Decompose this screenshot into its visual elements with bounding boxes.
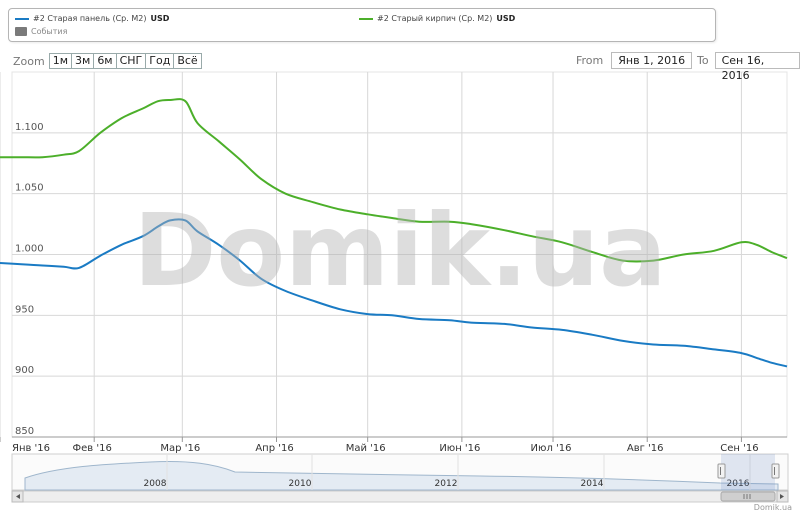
legend-unit-brick: USD <box>496 14 516 23</box>
navigator-handle-left[interactable] <box>717 463 726 479</box>
zoom-1y-button[interactable]: Год <box>145 53 175 69</box>
zoom-all-button[interactable]: Всё <box>173 53 202 69</box>
zoom-3m-button[interactable]: 3м <box>71 53 95 69</box>
navigator-year-label: 2012 <box>435 479 458 489</box>
chart-grid <box>0 71 788 438</box>
chart-axes: 850 900 950 1.000 1.050 1.100 Янв '16 Фев '16 Ма… <box>0 122 787 454</box>
y-tick-label: 950 <box>15 304 34 315</box>
legend-item-panel[interactable]: #2 Старая панель (Ср. М2) USD <box>15 14 169 23</box>
y-tick-label: 1.000 <box>15 244 44 255</box>
legend-swatch-brick <box>359 17 373 20</box>
x-tick-label: Май '16 <box>346 443 386 454</box>
series-line-brick[interactable] <box>0 98 788 263</box>
legend-item-events[interactable]: События <box>15 27 67 36</box>
y-tick-label: 850 <box>15 426 34 437</box>
zoom-label: Zoom <box>13 54 45 68</box>
x-tick-label: Фев '16 <box>73 443 112 454</box>
navigator-handle-right[interactable] <box>771 463 780 479</box>
arrow-right-icon <box>780 494 784 499</box>
y-tick-label: 1.100 <box>15 122 44 133</box>
y-tick-label: 1.050 <box>15 183 44 194</box>
range-to: To Сен 16, 2016 <box>697 52 800 82</box>
range-to-label: To <box>697 54 709 67</box>
x-tick-label: Мар '16 <box>160 443 200 454</box>
navigator-selection[interactable] <box>721 454 775 490</box>
scrollbar-thumb[interactable] <box>720 491 776 502</box>
navigator-year-label: 2010 <box>289 479 312 489</box>
range-to-input[interactable]: Сен 16, 2016 <box>714 52 800 82</box>
x-tick-label: Авг '16 <box>627 443 664 454</box>
x-tick-label: Июл '16 <box>531 443 572 454</box>
x-tick-label: Янв '16 <box>12 443 50 454</box>
legend-unit-panel: USD <box>150 14 170 23</box>
legend-swatch-events <box>15 27 27 36</box>
arrow-left-icon <box>16 494 20 499</box>
navigator-year-label: 2014 <box>581 479 604 489</box>
navigator-year-label: 2008 <box>144 479 167 489</box>
series-line-panel[interactable] <box>0 218 788 368</box>
chart-series <box>0 98 788 368</box>
range-from-input[interactable]: Янв 1, 2016 <box>611 52 693 69</box>
x-tick-label: Апр '16 <box>255 443 293 454</box>
x-tick-label: Сен '16 <box>720 443 758 454</box>
zoom-6m-button[interactable]: 6м <box>93 53 117 69</box>
zoom-1m-button[interactable]: 1м <box>48 53 73 69</box>
range-from-label: From <box>576 54 604 67</box>
legend-item-brick[interactable]: #2 Старый кирпич (Ср. М2) USD <box>359 14 515 23</box>
range-from: From Янв 1, 2016 <box>576 52 693 69</box>
navigator-year-label: 2016 <box>727 479 750 489</box>
y-tick-label: 900 <box>15 365 34 376</box>
credit-link[interactable]: Domik.ua <box>753 503 792 512</box>
legend-swatch-panel <box>15 17 29 20</box>
legend-label-brick: #2 Старый кирпич (Ср. М2) <box>377 14 493 23</box>
zoom-controls: Zoom 1м 3м 6м СНГ Год Всё <box>13 53 202 69</box>
legend: #2 Старая панель (Ср. М2) USD #2 Старый … <box>8 8 716 42</box>
legend-label-panel: #2 Старая панель (Ср. М2) <box>33 14 147 23</box>
navigator-area <box>24 461 779 491</box>
scrollbar-track[interactable] <box>11 490 789 503</box>
navigator: 2008 2010 2012 2014 2016 <box>11 453 789 503</box>
legend-label-events: События <box>31 27 68 36</box>
zoom-ytd-button[interactable]: СНГ <box>115 53 147 69</box>
x-tick-label: Июн '16 <box>439 443 480 454</box>
